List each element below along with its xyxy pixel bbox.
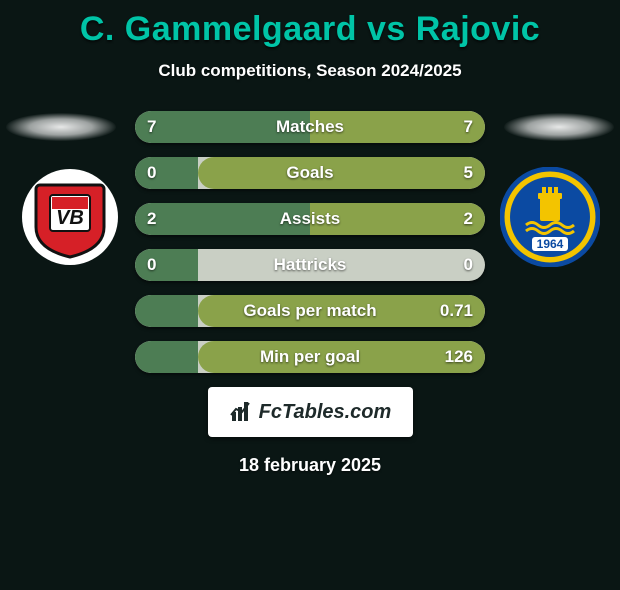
brand-badge[interactable]: FcTables.com bbox=[208, 387, 413, 437]
stat-value-right: 7 bbox=[464, 111, 473, 143]
stat-value-left: 2 bbox=[147, 203, 156, 235]
stat-label: Matches bbox=[135, 111, 485, 143]
stat-row: Matches7 7 bbox=[135, 111, 485, 143]
page-title: C. Gammelgaard vs Rajovic bbox=[0, 10, 620, 49]
stat-value-left: 7 bbox=[147, 111, 156, 143]
comparison-stage: VB 1964 Matches77Goals05Assists22Hattric… bbox=[0, 111, 620, 373]
stat-value-right: 5 bbox=[464, 157, 473, 189]
glow-right bbox=[504, 113, 614, 141]
stat-row: Goals per match0.71 bbox=[135, 295, 485, 327]
stat-value-left: 0 bbox=[147, 157, 156, 189]
stat-label: Min per goal bbox=[135, 341, 485, 373]
brand-chart-icon bbox=[229, 400, 253, 424]
stat-value-right: 126 bbox=[445, 341, 473, 373]
stat-value-right: 0.71 bbox=[440, 295, 473, 327]
stat-label: Assists bbox=[135, 203, 485, 235]
stat-value-left: 0 bbox=[147, 249, 156, 281]
club-badge-right: 1964 bbox=[500, 167, 600, 267]
stat-row: Hattricks0 0 bbox=[135, 249, 485, 281]
stat-row: Assists2 2 bbox=[135, 203, 485, 235]
stat-label: Goals per match bbox=[135, 295, 485, 327]
footer-date: 18 february 2025 bbox=[0, 455, 620, 476]
subtitle: Club competitions, Season 2024/2025 bbox=[0, 61, 620, 81]
badge-right-year: 1964 bbox=[537, 237, 564, 251]
glow-left bbox=[6, 113, 116, 141]
stat-label: Hattricks bbox=[135, 249, 485, 281]
stat-value-right: 2 bbox=[464, 203, 473, 235]
badge-left-letters: VB bbox=[56, 207, 84, 229]
stat-row: Goals0 5 bbox=[135, 157, 485, 189]
club-badge-left: VB bbox=[20, 167, 120, 267]
stat-label: Goals bbox=[135, 157, 485, 189]
stat-bars: Matches77Goals05Assists22Hattricks00Goal… bbox=[135, 111, 485, 373]
stat-value-right: 0 bbox=[464, 249, 473, 281]
stat-row: Min per goal126 bbox=[135, 341, 485, 373]
brand-text: FcTables.com bbox=[259, 401, 392, 424]
